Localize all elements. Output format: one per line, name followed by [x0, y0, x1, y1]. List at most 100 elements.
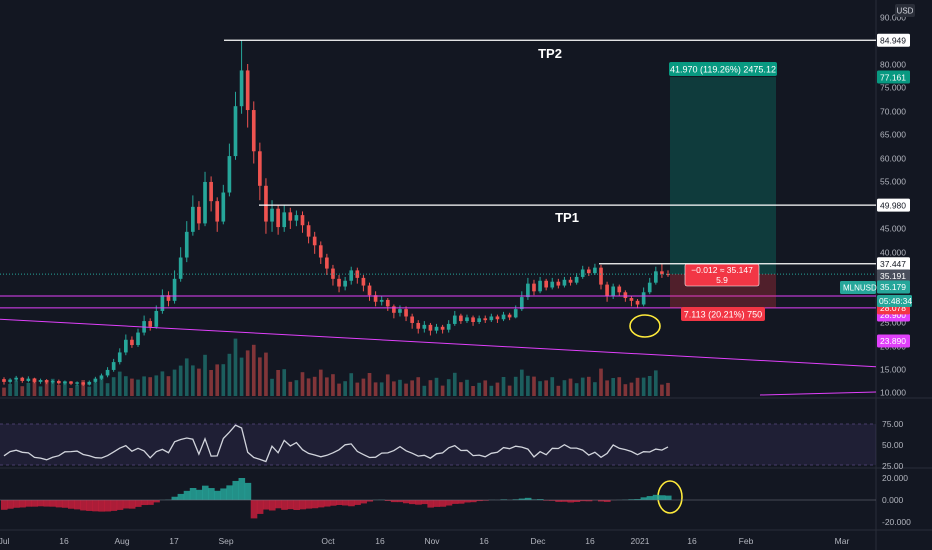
candle-body[interactable] [343, 280, 347, 287]
candle-body[interactable] [568, 279, 573, 283]
candle-body[interactable] [379, 299, 384, 302]
candle-body[interactable] [526, 283, 530, 298]
candle-body[interactable] [178, 257, 183, 279]
candle-body[interactable] [56, 380, 61, 384]
candle-body[interactable] [69, 381, 73, 384]
rsi-line[interactable] [3, 424, 669, 463]
candle-body[interactable] [160, 295, 165, 311]
candle-body[interactable] [647, 282, 652, 293]
candle-body[interactable] [105, 369, 110, 376]
candle-body[interactable] [130, 339, 134, 346]
trend-line[interactable] [759, 391, 877, 396]
candle-body[interactable] [26, 378, 31, 381]
currency-badge[interactable] [895, 4, 915, 17]
candle-body[interactable] [635, 300, 640, 305]
candle-body[interactable] [288, 212, 293, 221]
trend-line[interactable] [0, 318, 877, 368]
candle-body[interactable] [666, 274, 670, 276]
candle-body[interactable] [580, 269, 585, 277]
candle-body[interactable] [2, 379, 6, 382]
candle-body[interactable] [361, 277, 366, 286]
candle-body[interactable] [599, 267, 603, 285]
candle-body[interactable] [562, 279, 567, 286]
candle-body[interactable] [136, 332, 140, 346]
candle-body[interactable] [501, 314, 506, 320]
candle-body[interactable] [318, 245, 323, 258]
candle-body[interactable] [258, 151, 262, 186]
candle-body[interactable] [300, 215, 305, 226]
candle-body[interactable] [239, 70, 244, 107]
candle-body[interactable] [465, 317, 469, 322]
candle-body[interactable] [532, 283, 536, 292]
candle-body[interactable] [483, 318, 488, 321]
candle-body[interactable] [398, 309, 402, 313]
candle-body[interactable] [203, 181, 207, 224]
rsi-pane[interactable]: 25.00 50.00 75.00 [0, 419, 904, 471]
candle-body[interactable] [312, 236, 317, 246]
candle-body[interactable] [331, 268, 335, 279]
candle-body[interactable] [428, 324, 433, 331]
candle-body[interactable] [538, 280, 542, 292]
candle-body[interactable] [617, 286, 622, 293]
candle-body[interactable] [519, 297, 524, 310]
candle-body[interactable] [209, 181, 213, 202]
candle-body[interactable] [605, 284, 609, 297]
candle-body[interactable] [117, 352, 122, 363]
time-axis[interactable]: Jul 16 Aug 17 Sep Oct 16 Nov 16 Dec 16 2021 16 Feb Mar [0, 536, 849, 546]
candle-body[interactable] [513, 309, 518, 318]
candle-body[interactable] [495, 316, 500, 320]
candle-body[interactable] [611, 286, 616, 297]
candle-body[interactable] [87, 381, 92, 385]
candle-body[interactable] [410, 316, 414, 323]
candle-body[interactable] [154, 310, 159, 327]
candle-body[interactable] [270, 208, 274, 222]
candle-body[interactable] [20, 377, 25, 381]
candle-body[interactable] [276, 208, 280, 228]
candle-body[interactable] [38, 380, 43, 382]
candle-body[interactable] [550, 281, 555, 288]
candle-body[interactable] [349, 270, 354, 281]
candle-body[interactable] [282, 212, 287, 228]
candle-body[interactable] [251, 110, 256, 152]
candle-body[interactable] [586, 269, 591, 274]
candle-body[interactable] [215, 201, 220, 222]
candle-body[interactable] [264, 185, 268, 222]
candle-body[interactable] [325, 257, 329, 269]
candle-body[interactable] [452, 315, 457, 324]
candle-body[interactable] [641, 292, 646, 305]
candle-body[interactable] [306, 225, 311, 237]
candle-body[interactable] [14, 377, 19, 380]
candle-body[interactable] [507, 314, 512, 318]
candle-body[interactable] [191, 206, 195, 232]
candle-body[interactable] [111, 362, 116, 370]
candle-body[interactable] [440, 326, 445, 330]
candle-body[interactable] [593, 267, 597, 274]
candle-body[interactable] [221, 192, 226, 222]
candle-body[interactable] [556, 281, 561, 286]
candle-body[interactable] [544, 280, 548, 288]
candle-body[interactable] [124, 339, 128, 353]
candle-body[interactable] [422, 324, 427, 329]
candle-body[interactable] [93, 378, 98, 382]
candle-body[interactable] [623, 292, 628, 299]
candle-body[interactable] [574, 276, 579, 283]
candle-body[interactable] [385, 299, 390, 307]
candle-body[interactable] [337, 278, 341, 287]
oscillator-pane[interactable]: 20.000 0.000 -20.000 [0, 473, 911, 527]
candle-body[interactable] [172, 278, 177, 301]
candle-body[interactable] [404, 309, 408, 317]
candle-body[interactable] [373, 295, 378, 302]
candle-body[interactable] [148, 321, 153, 327]
candle-body[interactable] [434, 326, 439, 331]
candle-body[interactable] [459, 315, 463, 322]
candle-body[interactable] [233, 106, 238, 157]
candle-body[interactable] [471, 317, 475, 322]
price-pane[interactable]: 41.970 (119.26%) 2475.12 7.113 (20.21%) 7… [0, 39, 877, 396]
candle-body[interactable] [629, 298, 634, 301]
candle-body[interactable] [166, 295, 171, 301]
candle-body[interactable] [446, 323, 451, 330]
candle-body[interactable] [660, 271, 664, 275]
candle-body[interactable] [294, 215, 299, 221]
candle-body[interactable] [392, 306, 396, 313]
